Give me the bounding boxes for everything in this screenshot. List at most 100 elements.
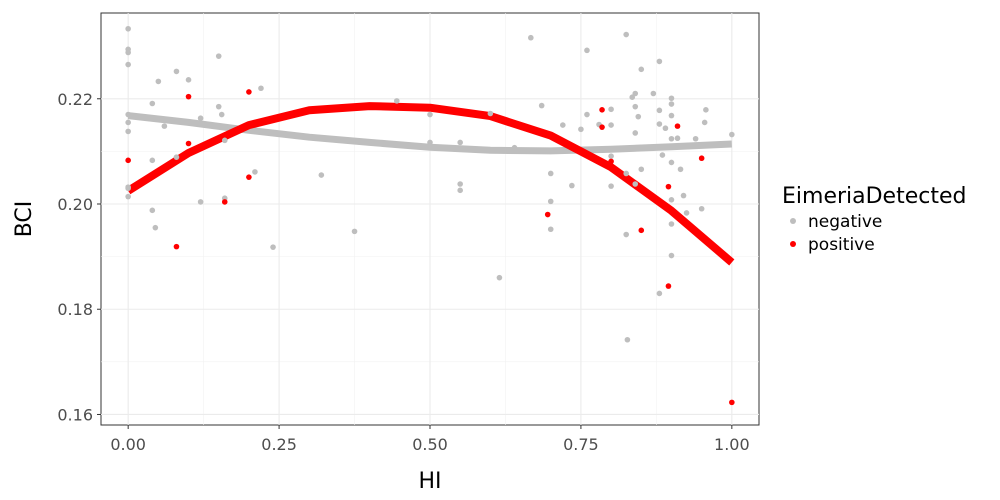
- point-negative: [668, 112, 675, 119]
- point-negative: [703, 107, 709, 113]
- point-positive: [665, 183, 672, 190]
- point-negative: [221, 137, 228, 144]
- point-negative: [149, 100, 156, 107]
- point-positive: [698, 155, 705, 162]
- x-tick-label: 0.00: [110, 435, 146, 454]
- point-positive: [246, 174, 252, 180]
- point-negative: [662, 125, 669, 132]
- point-negative: [638, 66, 645, 73]
- point-negative: [270, 244, 276, 250]
- point-negative: [125, 193, 131, 200]
- point-negative: [624, 336, 631, 343]
- point-negative: [197, 115, 204, 122]
- point-positive: [221, 199, 228, 205]
- point-negative: [632, 103, 639, 110]
- point-negative: [258, 85, 264, 92]
- y-tick-label: 0.18: [57, 300, 93, 319]
- point-negative: [215, 53, 222, 59]
- x-tick-label: 0.50: [412, 435, 448, 454]
- legend-title: EimeriaDetected: [782, 184, 966, 209]
- point-negative: [668, 159, 675, 166]
- point-positive: [729, 399, 735, 406]
- point-positive: [665, 283, 672, 289]
- point-negative: [668, 101, 675, 107]
- point-negative: [701, 119, 708, 126]
- point-negative: [351, 228, 358, 235]
- x-axis-ticks: 0.00 0.25 0.50 0.75 1.00: [110, 425, 750, 454]
- point-negative: [487, 110, 494, 117]
- point-negative: [729, 131, 735, 138]
- point-negative: [623, 170, 629, 177]
- point-negative: [125, 128, 131, 135]
- point-positive: [185, 93, 192, 100]
- y-tick-label: 0.16: [57, 405, 93, 424]
- point-positive: [599, 107, 605, 113]
- point-negative: [547, 170, 554, 177]
- point-negative: [457, 139, 463, 146]
- point-negative: [173, 68, 180, 75]
- point-negative: [632, 90, 639, 97]
- smooth-line-negative: [127, 112, 732, 155]
- smooth-line-positive: [126, 102, 735, 266]
- point-negative: [656, 58, 663, 65]
- point-negative: [197, 199, 204, 205]
- smooth-lines: [126, 102, 735, 266]
- legend-label-positive: positive: [808, 235, 875, 255]
- point-negative: [457, 187, 463, 194]
- point-negative: [635, 113, 642, 120]
- point-negative: [547, 198, 554, 205]
- point-positive: [544, 211, 551, 218]
- legend-key-negative: [790, 218, 796, 224]
- point-negative: [668, 95, 675, 102]
- point-negative: [584, 111, 590, 118]
- point-negative: [668, 196, 675, 203]
- point-negative: [125, 25, 131, 32]
- point-negative: [547, 226, 554, 233]
- point-negative: [656, 290, 663, 297]
- legend-label-negative: negative: [808, 212, 882, 232]
- point-negative: [569, 182, 575, 189]
- point-negative: [659, 152, 666, 158]
- point-negative: [538, 102, 545, 109]
- point-negative: [318, 172, 325, 178]
- point-negative: [608, 183, 614, 189]
- y-axis-ticks: 0.16 0.18 0.20 0.22: [57, 90, 101, 424]
- point-negative: [632, 130, 639, 136]
- point-positive: [638, 227, 645, 234]
- point-negative: [528, 34, 534, 41]
- y-tick-label: 0.22: [57, 90, 93, 109]
- data-points: [125, 25, 735, 406]
- point-negative: [608, 122, 614, 128]
- point-negative: [457, 181, 463, 187]
- point-negative: [680, 192, 687, 199]
- point-negative: [560, 122, 566, 128]
- point-negative: [623, 31, 629, 38]
- point-negative: [632, 181, 639, 187]
- point-negative: [656, 107, 663, 114]
- point-negative: [668, 135, 675, 142]
- point-negative: [656, 121, 663, 127]
- y-axis-title: BCI: [12, 201, 37, 238]
- point-positive: [125, 157, 131, 164]
- point-negative: [149, 157, 156, 164]
- point-negative: [125, 61, 131, 68]
- point-negative: [125, 49, 131, 56]
- point-positive: [674, 123, 681, 129]
- x-tick-label: 1.00: [714, 435, 750, 454]
- point-negative: [252, 169, 258, 175]
- point-negative: [427, 139, 433, 146]
- point-negative: [650, 90, 657, 97]
- point-positive: [173, 243, 180, 250]
- point-negative: [427, 111, 433, 118]
- point-negative: [218, 111, 225, 118]
- point-negative: [623, 231, 629, 238]
- point-negative: [393, 98, 400, 104]
- point-negative: [161, 123, 168, 129]
- point-negative: [125, 185, 131, 192]
- legend: EimeriaDetected negative positive: [782, 184, 966, 255]
- point-negative: [215, 103, 222, 110]
- point-negative: [674, 135, 681, 142]
- point-negative: [511, 144, 518, 151]
- point-negative: [698, 205, 705, 212]
- x-axis-title: HI: [418, 469, 441, 494]
